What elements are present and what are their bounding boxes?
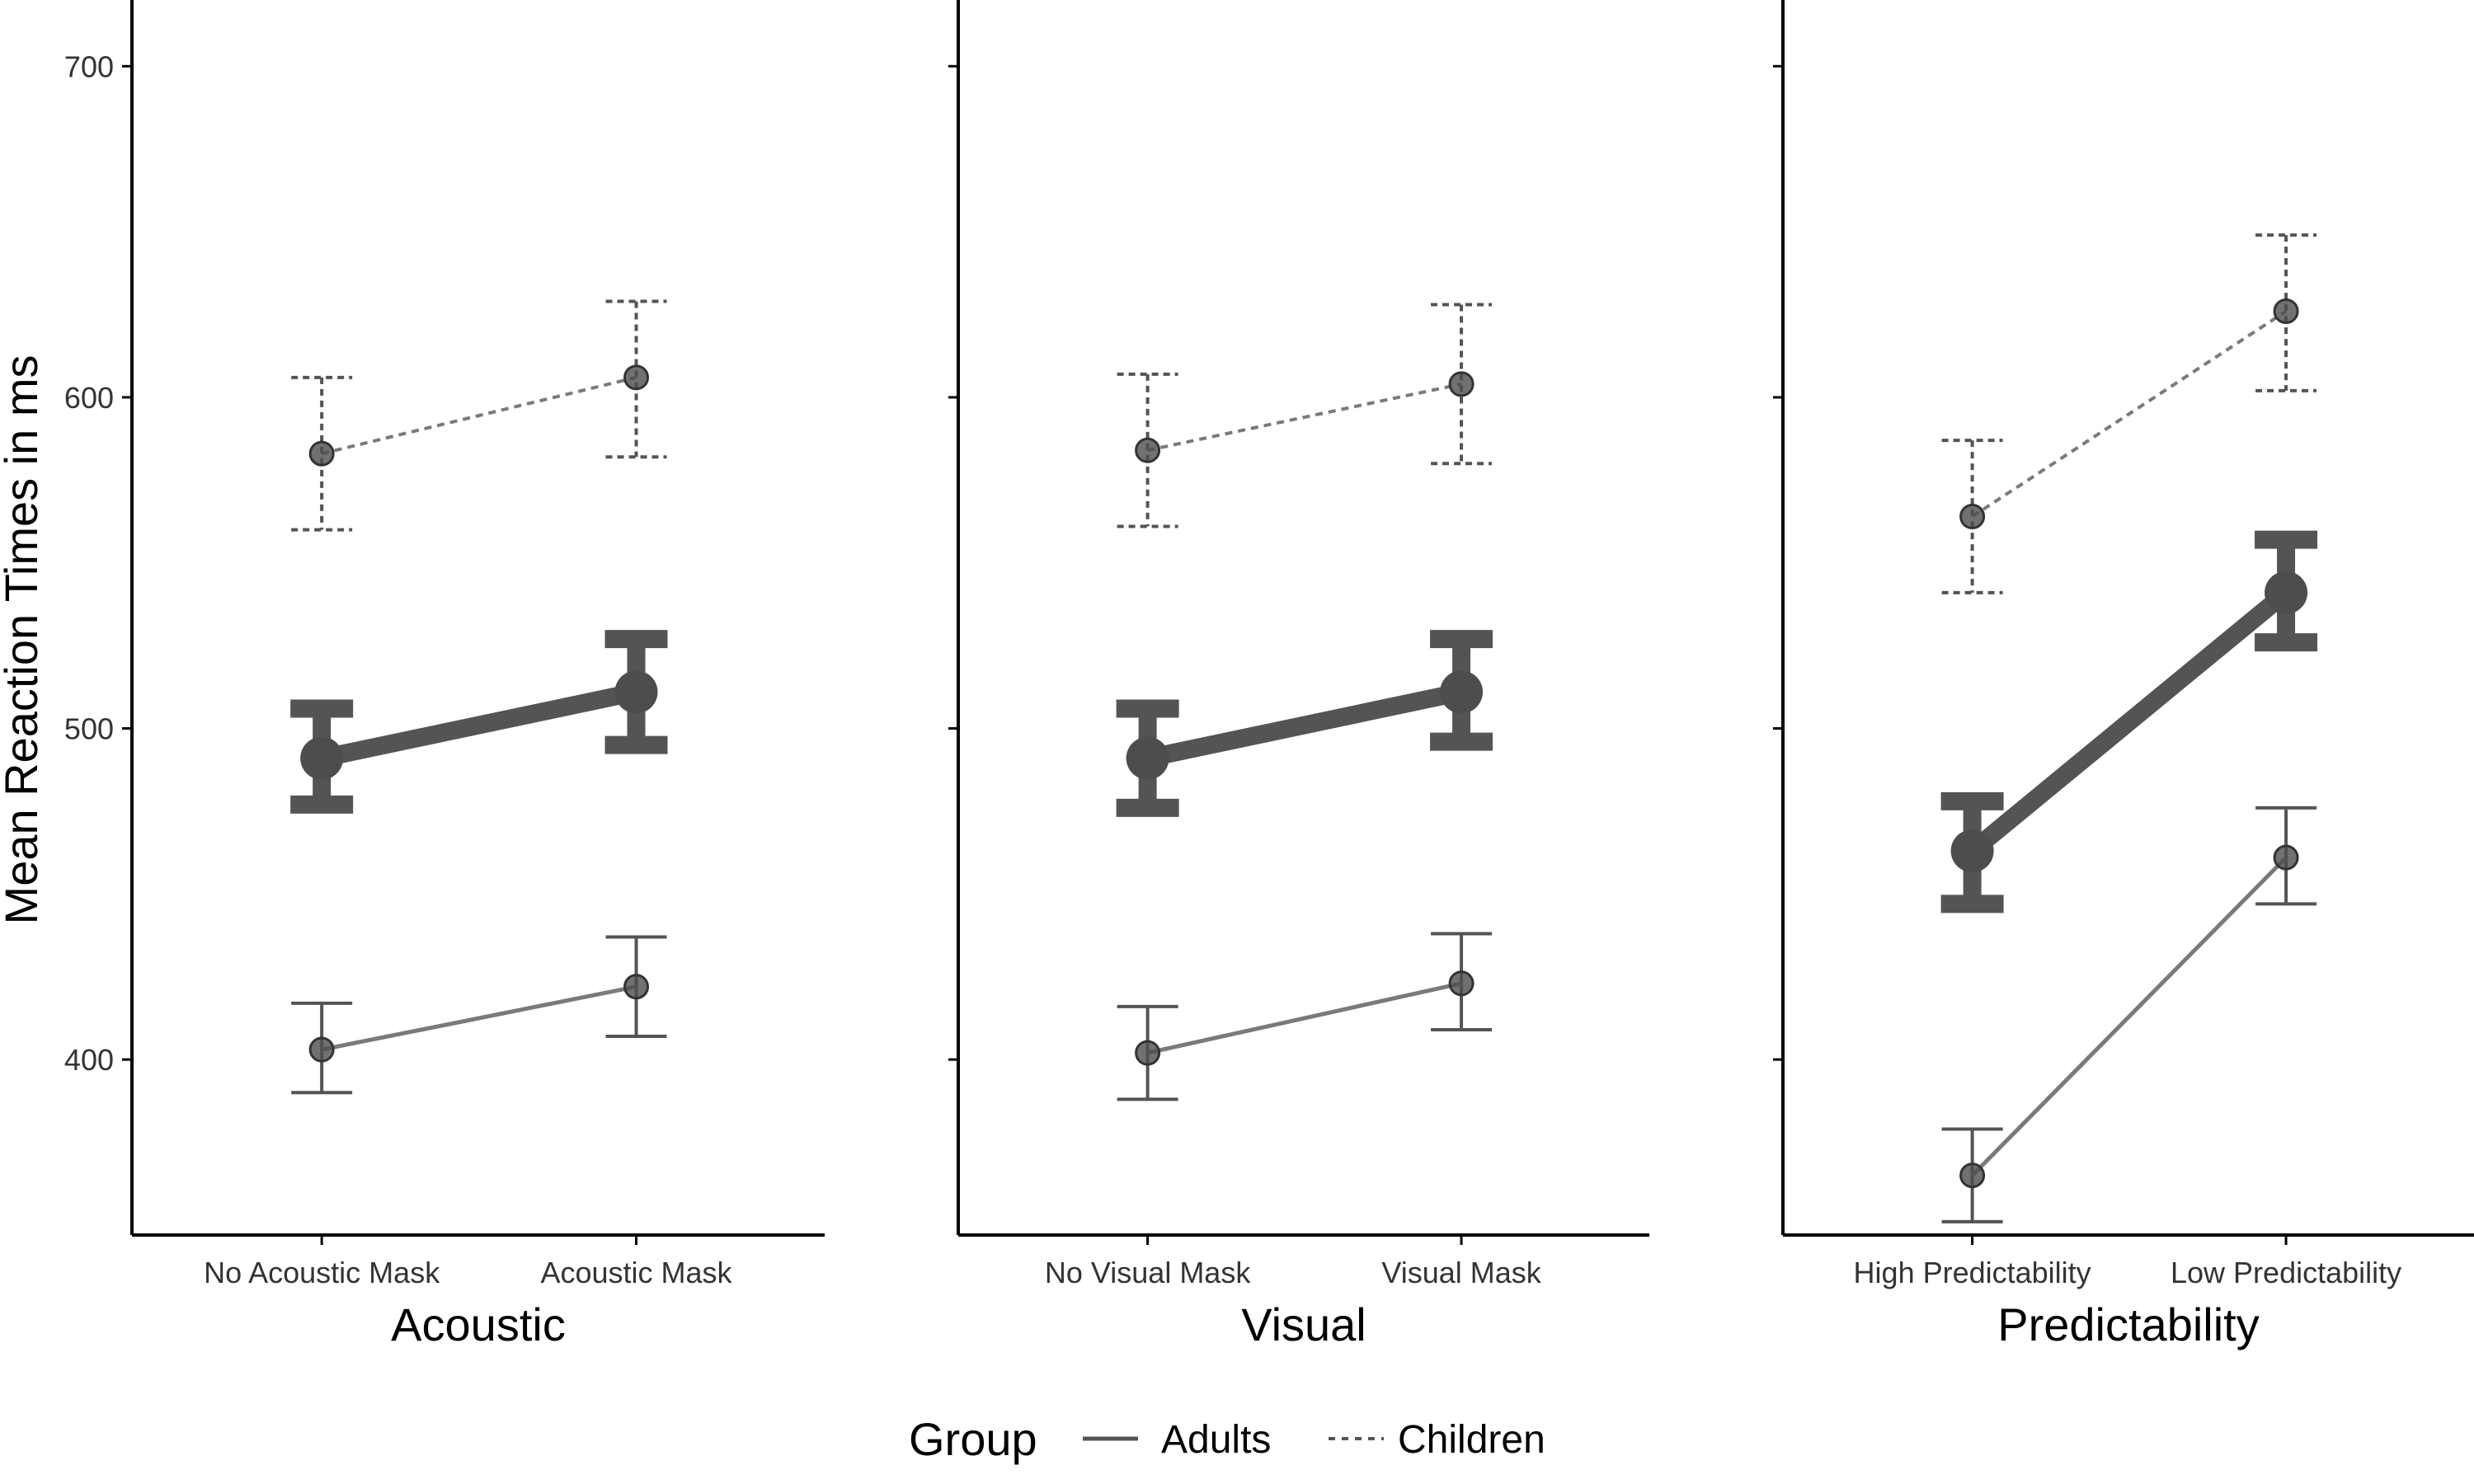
error-bar <box>1941 439 2003 594</box>
y-axis-title: Mean Reaction Times in ms <box>0 355 47 925</box>
panel-predictability: High Predictability Low Predictability Pre… <box>1773 0 2474 1350</box>
panel-acoustic: 400 500 600 700 No Acoustic Mask Acoustic Mas… <box>64 0 825 1350</box>
series-line <box>321 984 637 1052</box>
data-point <box>623 974 650 1000</box>
series-line <box>1971 309 2288 519</box>
series-children <box>291 299 667 532</box>
x-tick-label-1: Acoustic Mask <box>540 1256 732 1289</box>
legend-title: Group <box>909 1413 1037 1465</box>
data-point <box>1448 371 1475 397</box>
data-point <box>2265 571 2308 614</box>
y-tick-label-400: 400 <box>64 1043 114 1077</box>
data-point <box>1126 736 1169 780</box>
data-point <box>1950 829 1994 873</box>
x-tick-label-1: Low Predictability <box>2171 1256 2401 1289</box>
data-point <box>1135 1040 1161 1066</box>
series-line <box>1145 683 1464 768</box>
data-point <box>300 736 344 780</box>
x-axis-title: Acoustic <box>391 1298 566 1350</box>
data-point <box>1448 970 1475 997</box>
data-point <box>1959 504 1986 530</box>
legend-label-adults: Adults <box>1161 1418 1271 1462</box>
data-point <box>308 1036 335 1063</box>
y-tick-label-600: 600 <box>64 381 114 415</box>
x-tick-label-1: Visual Mask <box>1381 1256 1541 1289</box>
series-line <box>319 683 638 768</box>
error-bar <box>605 299 667 459</box>
series-line <box>321 375 637 456</box>
y-tick-label-500: 500 <box>64 712 114 746</box>
data-point <box>623 364 650 391</box>
series-line <box>1970 856 2288 1177</box>
data-point <box>2273 844 2299 871</box>
panel-visual: No Visual Mask Visual Mask Visual <box>948 0 1649 1350</box>
data-point <box>1959 1162 1986 1189</box>
series-combined <box>1116 630 1493 817</box>
x-tick-label-0: No Acoustic Mask <box>204 1256 440 1289</box>
legend-label-children: Children <box>1398 1418 1545 1462</box>
panels: 400 500 600 700 No Acoustic Mask Acoustic Mas… <box>64 0 2474 1350</box>
legend: Group Adults Children <box>909 1413 1545 1465</box>
series-line <box>1147 981 1462 1055</box>
error-bar <box>2255 233 2317 392</box>
series-combined <box>1940 530 2318 913</box>
data-point <box>1440 670 1484 714</box>
data-point <box>2273 298 2299 325</box>
error-bar <box>291 375 353 532</box>
series-children <box>1117 303 1493 528</box>
y-tick-label-700: 700 <box>64 49 114 83</box>
series-adults <box>1117 932 1493 1101</box>
error-bar <box>1431 303 1493 466</box>
series-line <box>1147 382 1462 453</box>
x-axis-title: Visual <box>1241 1298 1366 1350</box>
x-axis-title: Predictability <box>1997 1298 2259 1350</box>
series-line <box>1966 585 2293 858</box>
x-tick-label-0: High Predictability <box>1854 1256 2091 1289</box>
error-bar <box>1117 372 1178 528</box>
x-tick-label-0: No Visual Mask <box>1045 1256 1251 1289</box>
series-combined <box>290 630 668 814</box>
series-children <box>1941 233 2317 594</box>
data-point <box>1135 437 1161 463</box>
data-point <box>308 440 335 467</box>
series-adults <box>291 935 667 1095</box>
data-point <box>614 670 658 714</box>
series-adults <box>1941 805 2317 1223</box>
